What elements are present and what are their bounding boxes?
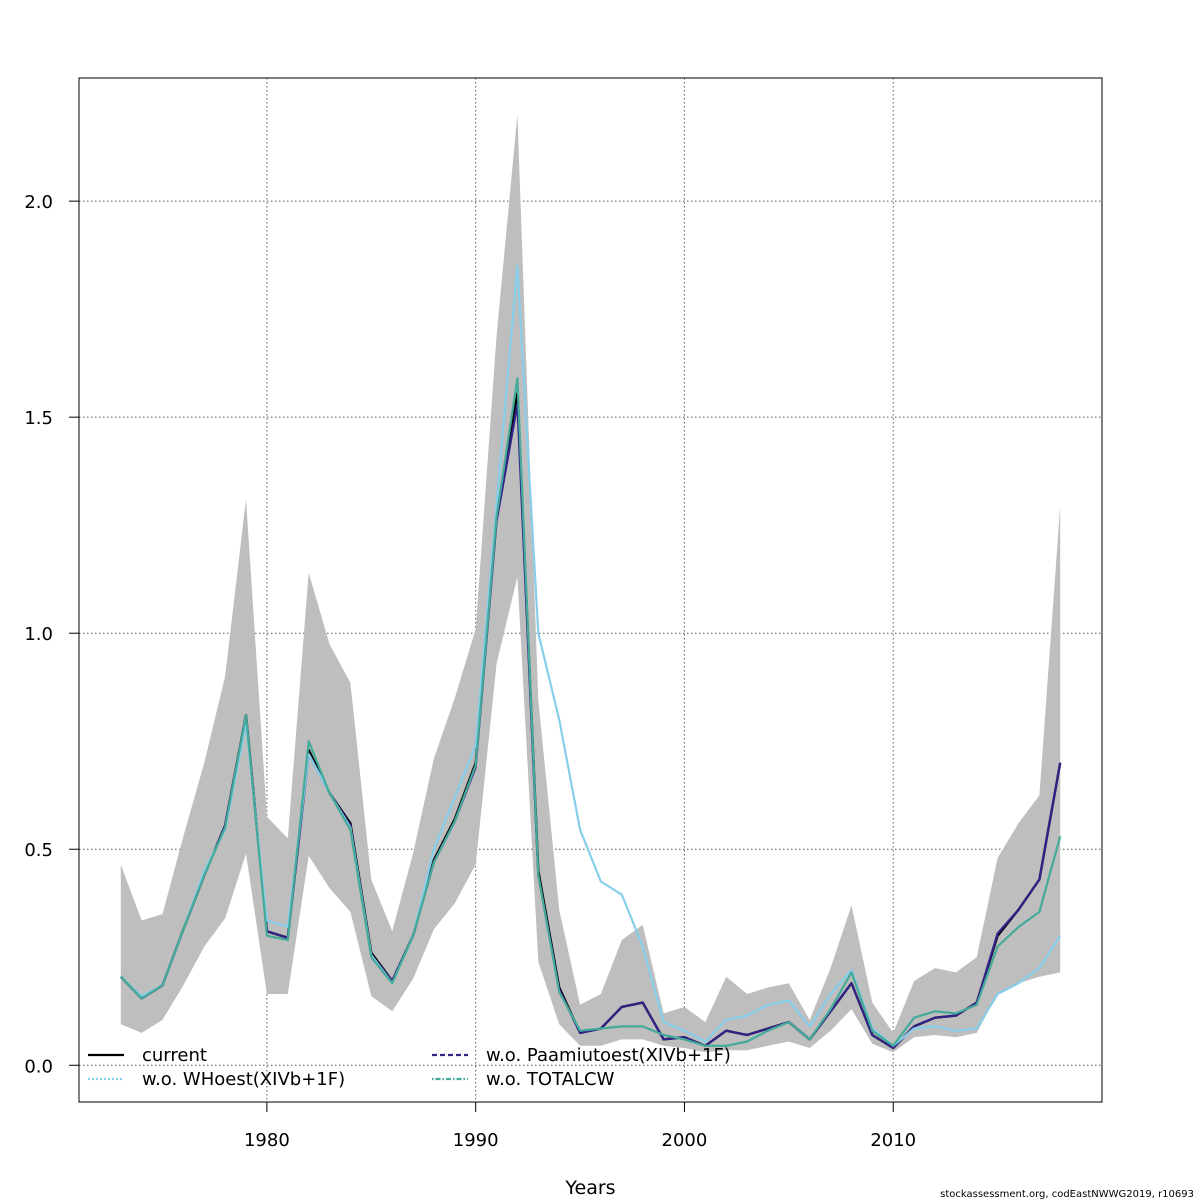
x-axis-title: Years: [564, 1177, 615, 1199]
x-tick-label: 1980: [244, 1130, 290, 1151]
legend: current w.o. Paamiutoest(XIVb+1F) w.o. WHo…: [88, 1045, 731, 1090]
y-tick-label: 1.0: [24, 624, 53, 645]
y-tick-label: 2.0: [24, 192, 53, 213]
legend-label: w.o. Paamiutoest(XIVb+1F): [486, 1045, 731, 1066]
y-tick-label: 1.5: [24, 408, 53, 429]
confidence-band-area: [120, 114, 1061, 1053]
legend-label: w.o. WHoest(XIVb+1F): [142, 1069, 345, 1090]
x-tick-label: 2010: [870, 1130, 916, 1151]
credit-text: stockassessment.org, codEastNWWG2019, r1…: [940, 1189, 1194, 1200]
series-line-w-o-whoest-xivb-1f: [120, 264, 1062, 1047]
plot-frame: [78, 77, 1103, 1103]
legend-label: current: [142, 1045, 207, 1066]
x-tick-label: 1990: [453, 1130, 499, 1151]
x-tick-label: 2000: [662, 1130, 708, 1151]
confidence-band: [120, 114, 1061, 1053]
y-tick-label: 0.0: [24, 1056, 53, 1077]
series-line-w-o-totalcw: [120, 377, 1062, 1047]
legend-label: w.o. TOTALCW: [486, 1069, 615, 1090]
series-lines: [119, 264, 1062, 1050]
x-axis: 1980 1990 2000 2010: [244, 1102, 916, 1151]
y-tick-label: 0.5: [24, 840, 53, 861]
y-axis: 0.0 0.5 1.0 1.5 2.0: [24, 192, 79, 1077]
grid-lines: [79, 78, 1102, 1102]
